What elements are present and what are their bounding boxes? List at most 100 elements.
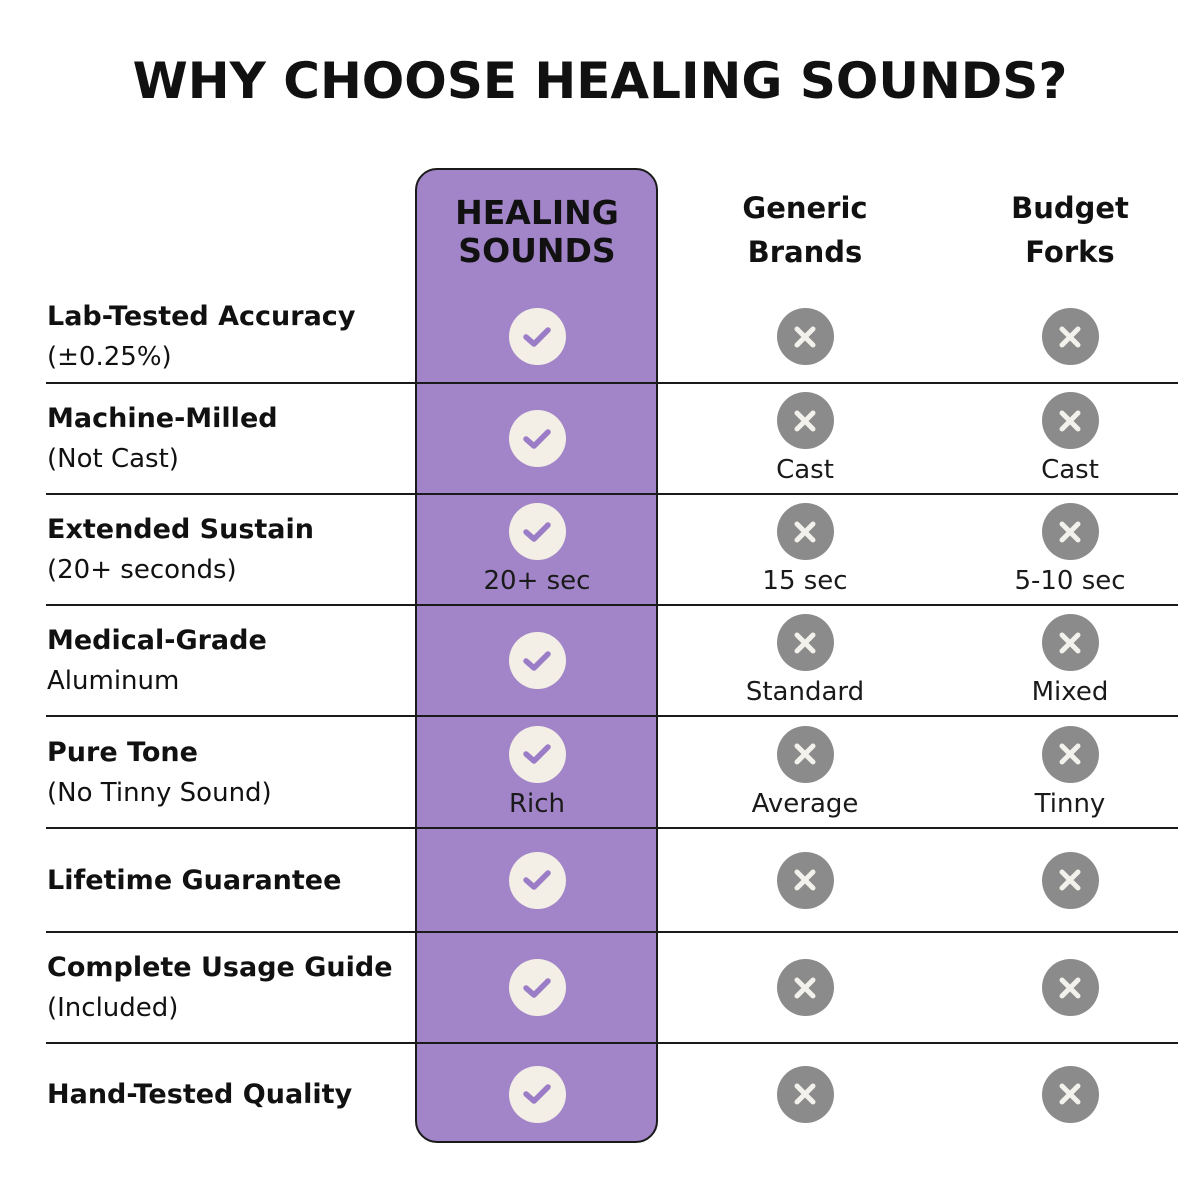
table-row: Hand-Tested Quality: [0, 1043, 1200, 1145]
feature-subtitle: (20+ seconds): [47, 555, 237, 585]
feature-subtitle: (Not Cast): [47, 444, 179, 474]
checkmark-icon: [508, 308, 566, 365]
comparison-cell: [945, 290, 1195, 383]
cell-label: 5-10 sec: [1014, 566, 1126, 596]
column-header-line: Budget: [1011, 191, 1129, 225]
checkmark-icon: [508, 959, 566, 1016]
feature-title: Hand-Tested Quality: [47, 1078, 353, 1110]
cross-icon: [1041, 1065, 1099, 1123]
cross-icon: [1041, 392, 1099, 449]
column-header-budget-forks: Budget Forks: [945, 186, 1195, 274]
comparison-cell: Cast: [680, 383, 930, 494]
cross-icon: [776, 959, 834, 1016]
cell-label: Cast: [1041, 455, 1099, 485]
table-row: Complete Usage Guide (Included): [0, 932, 1200, 1044]
feature-label: Medical-Grade Aluminum: [47, 605, 412, 716]
row-divider: [46, 827, 1178, 829]
feature-label: Machine-Milled (Not Cast): [47, 383, 412, 494]
comparison-cell: Cast: [945, 383, 1195, 494]
feature-label: Lab-Tested Accuracy (±0.25%): [47, 290, 412, 383]
cross-icon: [1041, 725, 1099, 783]
feature-title: Machine-Milled: [47, 403, 278, 434]
comparison-cell: [412, 383, 662, 494]
cross-icon: [776, 725, 834, 783]
comparison-cell: [945, 828, 1195, 932]
cross-icon: [1041, 308, 1099, 365]
row-divider: [46, 1042, 1178, 1044]
cell-label: Tinny: [1034, 788, 1106, 819]
cross-icon: [1041, 851, 1099, 909]
checkmark-icon: [508, 410, 566, 467]
cross-icon: [1041, 614, 1099, 671]
comparison-cell: [412, 605, 662, 716]
cross-icon: [1041, 959, 1099, 1016]
comparison-cell: [680, 828, 930, 932]
cross-icon: [776, 308, 834, 365]
table-row: Pure Tone (No Tinny Sound) Rich Average Tinn…: [0, 716, 1200, 829]
cell-label: Mixed: [1031, 677, 1109, 707]
cross-icon: [776, 392, 834, 449]
cell-label: Cast: [776, 455, 834, 485]
comparison-cell: Mixed: [945, 605, 1195, 716]
cross-icon: [1041, 503, 1099, 560]
feature-subtitle: Aluminum: [47, 666, 180, 696]
cell-label: Rich: [508, 788, 566, 819]
comparison-cell: [412, 932, 662, 1043]
cell-label: Average: [751, 788, 859, 819]
feature-label: Pure Tone (No Tinny Sound): [47, 716, 412, 828]
cell-label: 20+ sec: [483, 566, 591, 596]
column-header-line: Generic: [742, 191, 868, 225]
feature-subtitle: (No Tinny Sound): [47, 777, 272, 808]
cell-label: 15 sec: [762, 566, 848, 596]
comparison-cell: [945, 932, 1195, 1043]
feature-title: Extended Sustain: [47, 514, 315, 545]
comparison-cell: [680, 290, 930, 383]
cross-icon: [776, 503, 834, 560]
comparison-cell: Rich: [412, 716, 662, 828]
comparison-cell: [680, 1043, 930, 1145]
cross-icon: [776, 851, 834, 909]
table-row: Lab-Tested Accuracy (±0.25%): [0, 290, 1200, 384]
column-header-line: Brands: [747, 235, 863, 269]
comparison-cell: [412, 290, 662, 383]
table-row: Machine-Milled (Not Cast) Cast Cast: [0, 383, 1200, 495]
page-title: WHY CHOOSE HEALING SOUNDS?: [132, 52, 1068, 110]
comparison-cell: Average: [680, 716, 930, 828]
row-divider: [46, 931, 1178, 933]
comparison-cell: Tinny: [945, 716, 1195, 828]
comparison-cell: [680, 932, 930, 1043]
checkmark-icon: [508, 632, 566, 689]
cell-label: Standard: [745, 677, 865, 707]
feature-label: Extended Sustain (20+ seconds): [47, 494, 412, 605]
row-divider: [46, 493, 1178, 495]
feature-label: Hand-Tested Quality: [47, 1043, 412, 1145]
checkmark-icon: [508, 725, 566, 783]
checkmark-icon: [508, 503, 566, 560]
column-header-line: SOUNDS: [458, 231, 616, 270]
feature-label: Lifetime Guarantee: [47, 828, 412, 932]
checkmark-icon: [508, 1065, 566, 1123]
column-header-healing-sounds: HEALING SOUNDS: [412, 194, 662, 270]
comparison-cell: [945, 1043, 1195, 1145]
checkmark-icon: [508, 851, 566, 909]
row-divider: [46, 715, 1178, 717]
column-header-line: Forks: [1025, 235, 1115, 269]
feature-title: Lab-Tested Accuracy: [47, 301, 356, 332]
column-header-line: HEALING: [455, 193, 619, 232]
feature-title: Complete Usage Guide: [47, 952, 393, 983]
feature-subtitle: (Included): [47, 993, 179, 1023]
feature-subtitle: (±0.25%): [47, 342, 172, 372]
feature-label: Complete Usage Guide (Included): [47, 932, 412, 1043]
feature-title: Medical-Grade: [47, 625, 267, 656]
table-row: Lifetime Guarantee: [0, 828, 1200, 933]
row-divider: [46, 382, 1178, 384]
comparison-cell: 5-10 sec: [945, 494, 1195, 605]
comparison-cell: [412, 828, 662, 932]
feature-title: Pure Tone: [47, 736, 198, 768]
cross-icon: [776, 1065, 834, 1123]
cross-icon: [776, 614, 834, 671]
comparison-cell: 15 sec: [680, 494, 930, 605]
feature-title: Lifetime Guarantee: [47, 864, 342, 896]
comparison-cell: 20+ sec: [412, 494, 662, 605]
column-header-generic-brands: Generic Brands: [680, 186, 930, 274]
